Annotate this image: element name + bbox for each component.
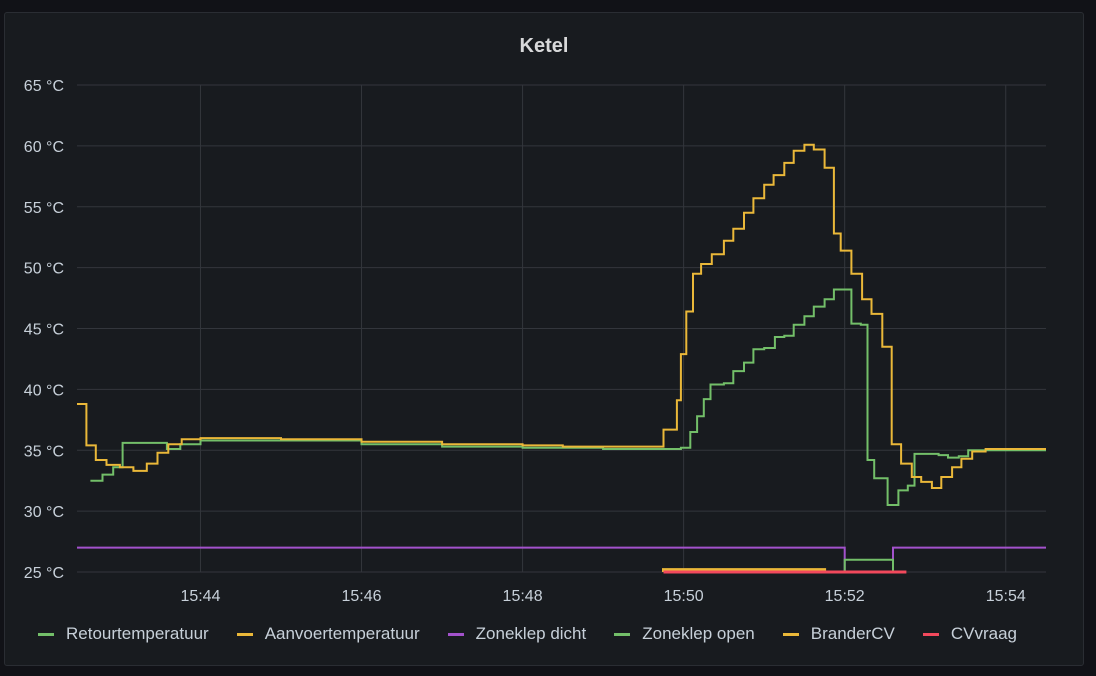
y-axis: 65 °C 60 °C 55 °C 50 °C 45 °C 40 °C 35 °C 30 °C…	[24, 78, 64, 582]
x-tick-label: 15:50	[664, 588, 704, 605]
y-tick-label: 65 °C	[24, 78, 64, 95]
x-axis: 15:44 15:46 15:48 15:50 15:52 15:54	[180, 588, 1025, 605]
legend-label: Zoneklep dicht	[475, 624, 587, 643]
y-tick-label: 25 °C	[24, 565, 64, 582]
series-line-aanvoertemperatuur	[77, 143, 1046, 489]
series-line-zoneklep-open	[843, 558, 894, 572]
x-tick-label: 15:52	[825, 588, 865, 605]
x-tick-label: 15:46	[342, 588, 382, 605]
chart-title: Ketel	[519, 35, 569, 57]
chart-panel: Ketel	[4, 12, 1084, 666]
legend-item-cvvraag[interactable]: CVvraag	[922, 624, 1017, 644]
legend-item-brandercv[interactable]: BranderCV	[782, 624, 895, 644]
legend-item-aanvoertemperatuur[interactable]: Aanvoertemperatuur	[236, 624, 420, 644]
legend-item-zoneklep-dicht[interactable]: Zoneklep dicht	[447, 624, 587, 644]
series-line-zoneklep-dicht	[77, 546, 1046, 573]
y-tick-label: 45 °C	[24, 322, 64, 339]
legend-item-retourtemperatuur[interactable]: Retourtemperatuur	[38, 624, 209, 644]
legend-swatch	[922, 632, 939, 636]
y-tick-label: 55 °C	[24, 200, 64, 217]
legend-label: CVvraag	[950, 624, 1017, 643]
x-tick-label: 15:54	[986, 588, 1026, 605]
legend-swatch	[38, 632, 54, 636]
x-tick-label: 15:44	[180, 588, 220, 605]
legend-swatch	[782, 632, 799, 636]
grid	[77, 84, 1046, 573]
x-tick-label: 15:48	[503, 588, 543, 605]
legend-swatch	[236, 632, 253, 636]
legend-swatch	[614, 632, 631, 636]
legend-label: Zoneklep open	[642, 624, 755, 643]
legend-item-zoneklep-open[interactable]: Zoneklep open	[614, 624, 755, 644]
legend-swatch	[447, 632, 464, 636]
y-tick-label: 30 °C	[24, 504, 64, 521]
y-tick-label: 50 °C	[24, 261, 64, 278]
legend: Retourtemperatuur Aanvoertemperatuur Zonek…	[38, 624, 1045, 644]
y-tick-label: 40 °C	[24, 382, 64, 399]
y-tick-label: 60 °C	[24, 139, 64, 156]
legend-label: Aanvoertemperatuur	[264, 624, 420, 643]
legend-label: Retourtemperatuur	[66, 624, 209, 643]
legend-label: BranderCV	[810, 624, 895, 643]
plot-area	[77, 143, 1046, 574]
y-tick-label: 35 °C	[24, 443, 64, 460]
series-line-retourtemperatuur	[90, 288, 1046, 506]
